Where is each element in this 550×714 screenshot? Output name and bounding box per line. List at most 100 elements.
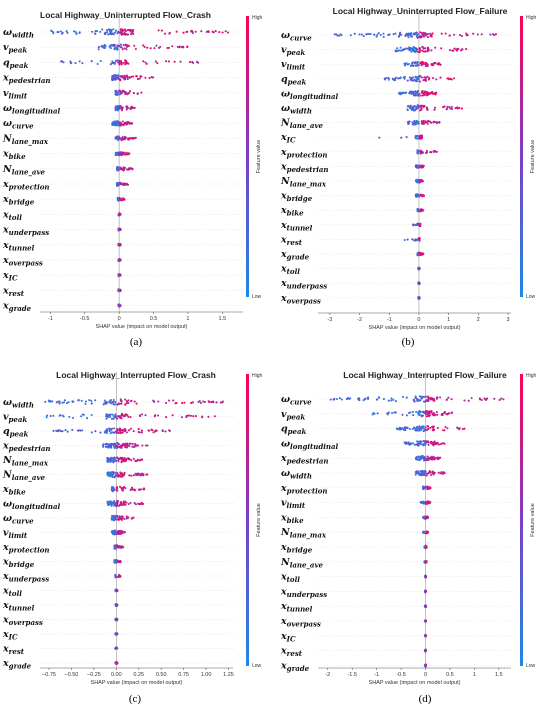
shap-dot — [117, 518, 120, 521]
shap-dot — [120, 75, 123, 78]
feature-subscript: pedestrian — [9, 444, 51, 453]
shap-dot — [451, 49, 454, 52]
feature-dots — [333, 31, 498, 39]
shap-dot — [103, 431, 107, 434]
shap-dot — [432, 76, 435, 80]
shap-dot — [405, 47, 408, 50]
shap-dot — [164, 430, 167, 433]
feature-dots — [395, 425, 466, 433]
shap-dot — [394, 32, 397, 35]
shap-dot — [152, 431, 155, 434]
shap-dot — [116, 456, 119, 459]
shap-dot — [183, 401, 186, 404]
shap-dot — [105, 402, 108, 405]
shap-dot — [226, 31, 230, 34]
panel-label: (a) — [130, 336, 143, 348]
shap-dot — [407, 105, 410, 108]
shap-dot — [413, 443, 416, 446]
shap-dot — [175, 402, 178, 405]
shap-dot — [109, 446, 112, 449]
shap-dot — [406, 47, 409, 50]
shap-dot — [432, 413, 435, 416]
shap-dot — [120, 445, 123, 448]
feature-dots — [117, 258, 122, 263]
shap-dot — [458, 34, 462, 37]
shap-dot — [129, 427, 132, 430]
feature-symbol: x — [2, 571, 9, 582]
shap-dot — [112, 77, 116, 80]
shap-dot — [435, 443, 438, 446]
shap-dot — [71, 428, 74, 431]
feature-label: xbike — [280, 205, 304, 218]
shap-dot — [111, 531, 114, 534]
shap-dot — [203, 400, 206, 404]
shap-dot — [434, 150, 437, 153]
shap-dot — [130, 474, 133, 477]
shap-dot — [432, 429, 435, 432]
shap-dot — [451, 411, 454, 414]
shap-dot — [150, 76, 153, 79]
shap-dot — [427, 427, 430, 430]
feature-symbol: q — [3, 426, 10, 437]
x-tick-label: -1 — [48, 316, 53, 322]
shap-dot — [425, 560, 428, 563]
shap-dot — [425, 502, 428, 505]
colorbar-low-label: Low — [526, 294, 536, 300]
shap-dot — [398, 49, 401, 52]
shap-dot — [116, 632, 119, 635]
shap-dot — [117, 75, 120, 78]
shap-dot — [407, 36, 410, 39]
shap-dot — [446, 105, 449, 108]
shap-dot — [106, 31, 109, 34]
shap-dot — [108, 500, 111, 503]
shap-dot — [117, 415, 120, 418]
shap-dot — [104, 445, 107, 448]
shap-dot — [117, 475, 120, 478]
shap-dot — [178, 46, 181, 49]
shap-dot — [134, 503, 137, 506]
shap-dot — [404, 442, 407, 445]
feature-dots — [117, 227, 122, 232]
shap-dot — [394, 49, 397, 52]
shap-dot — [450, 78, 453, 81]
feature-subscript: grade — [9, 304, 32, 313]
shap-dot — [450, 105, 453, 108]
shap-dot — [376, 33, 379, 37]
shap-dot — [221, 400, 225, 403]
feature-subscript: lane_ave — [12, 167, 46, 176]
shap-dot — [411, 92, 414, 95]
shap-dot — [439, 456, 442, 459]
shap-dot — [155, 44, 158, 47]
shap-dot — [425, 91, 428, 94]
shap-dot — [120, 461, 123, 464]
shap-dot — [117, 460, 120, 463]
shap-dot — [176, 45, 179, 48]
shap-dot — [44, 400, 47, 403]
shap-dot — [444, 425, 447, 429]
colorbar-high-label: High — [252, 15, 263, 21]
shap-dot — [427, 443, 430, 446]
shap-dot — [408, 443, 411, 446]
feature-dots — [116, 165, 134, 172]
feature-subscript: rest — [287, 238, 303, 247]
shap-dot — [358, 33, 361, 36]
shap-dot — [113, 544, 116, 547]
shap-dot — [171, 414, 174, 417]
shap-dot — [110, 28, 113, 32]
feature-dots — [383, 75, 456, 83]
shap-dot — [117, 30, 120, 33]
shap-dot — [421, 414, 424, 417]
shap-dot — [423, 429, 426, 432]
shap-dot — [112, 398, 115, 402]
shap-dot — [160, 29, 163, 32]
shap-dot — [420, 180, 423, 183]
shap-dot — [426, 120, 429, 123]
feature-label: xpedestrian — [2, 73, 51, 86]
shap-dot — [125, 168, 128, 171]
colorbar — [520, 374, 523, 666]
shap-dot — [114, 416, 117, 419]
shap-dot — [116, 472, 119, 475]
shap-dot — [97, 48, 100, 51]
shap-dot — [45, 416, 48, 419]
